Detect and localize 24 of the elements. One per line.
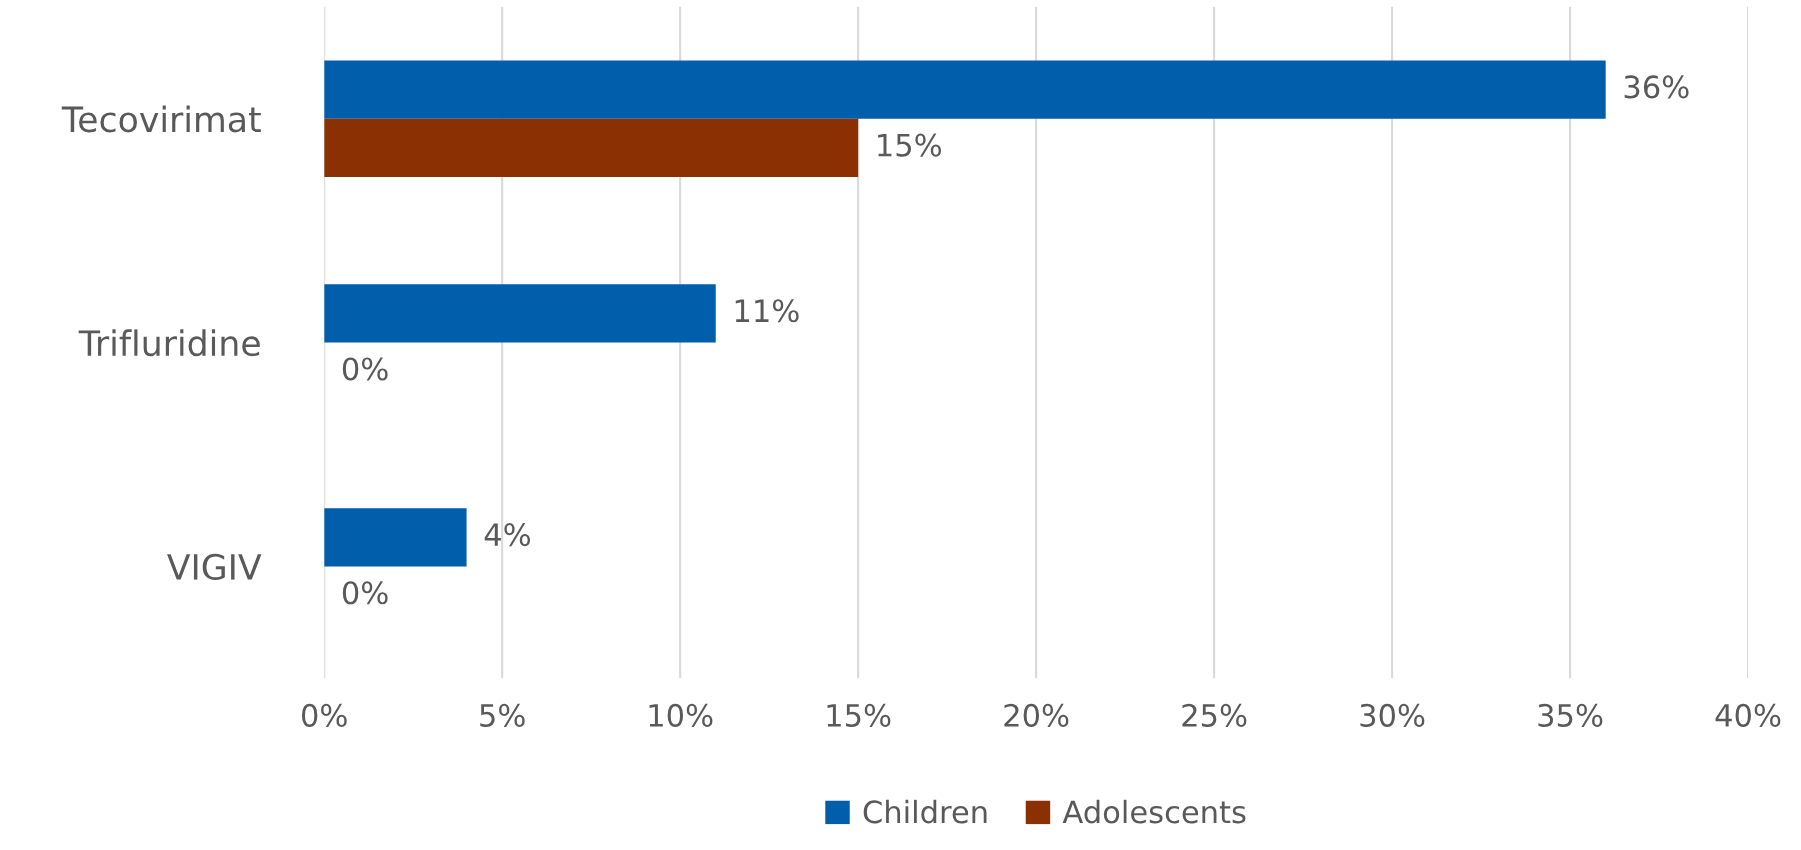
text: 11% bbox=[735, 299, 799, 323]
text: 4% bbox=[484, 523, 531, 547]
x-tick-label: 40% bbox=[1715, 703, 1781, 727]
legend-label: Children bbox=[863, 799, 987, 824]
x-tick-label: 25% bbox=[1182, 703, 1247, 727]
text: 0% bbox=[342, 581, 388, 605]
y-tick-label: Tecovirimat bbox=[61, 105, 261, 133]
legend-label: Adolescents bbox=[1062, 799, 1246, 824]
y-tick-label: VIGIV bbox=[167, 553, 262, 581]
bar bbox=[324, 118, 859, 177]
text: 36% bbox=[1624, 75, 1689, 99]
bar bbox=[324, 508, 467, 567]
x-tick-label: 20% bbox=[1004, 703, 1069, 727]
bar bbox=[324, 284, 716, 343]
x-tick-label: 0% bbox=[301, 703, 347, 727]
x-tick-label: 30% bbox=[1360, 703, 1425, 727]
bar bbox=[324, 60, 1606, 119]
x-tick-label: 15% bbox=[827, 703, 891, 727]
x-tick-label: 35% bbox=[1538, 703, 1603, 727]
text: 15% bbox=[878, 133, 942, 157]
y-tick-label: Trifluridine bbox=[78, 329, 260, 357]
x-tick-label: 10% bbox=[649, 703, 713, 727]
text: 0% bbox=[342, 357, 388, 381]
x-tick-label: 5% bbox=[480, 703, 525, 727]
